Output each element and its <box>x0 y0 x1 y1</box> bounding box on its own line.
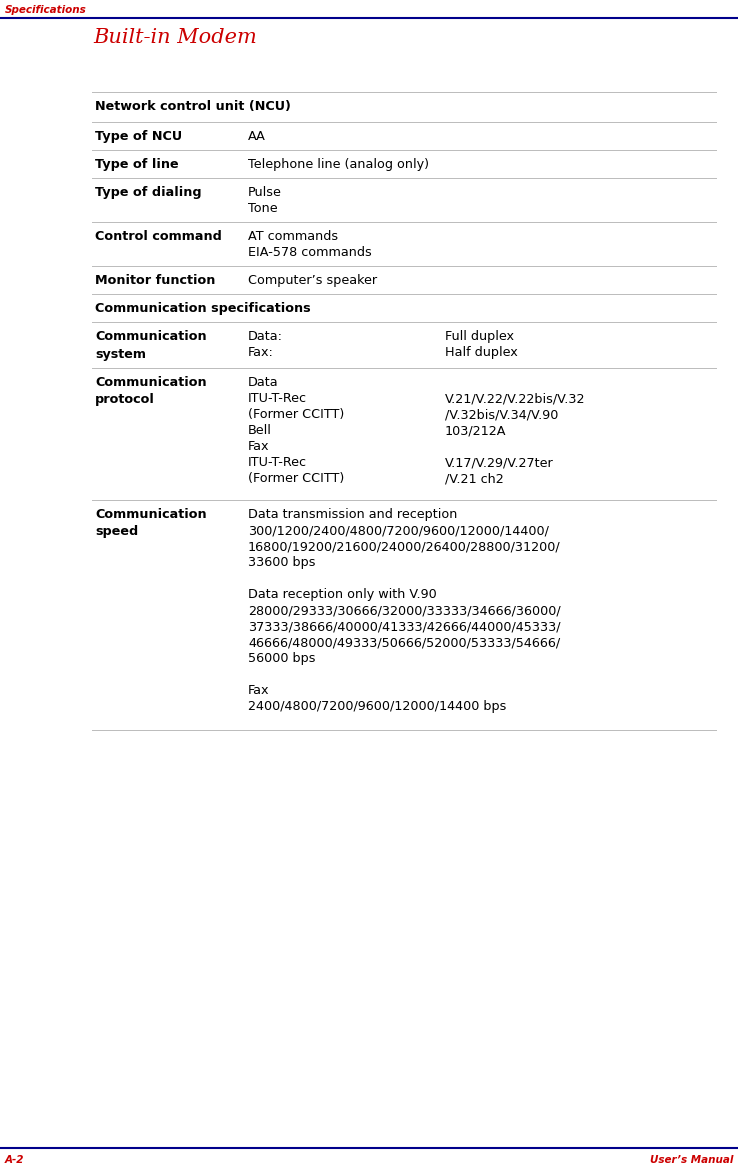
Text: Specifications: Specifications <box>5 5 87 15</box>
Text: ITU-T-Rec: ITU-T-Rec <box>248 391 307 406</box>
Text: Data transmission and reception: Data transmission and reception <box>248 507 458 522</box>
Text: Fax:: Fax: <box>248 346 274 359</box>
Text: A-2: A-2 <box>5 1154 24 1165</box>
Text: V.21/V.22/V.22bis/V.32: V.21/V.22/V.22bis/V.32 <box>445 391 585 406</box>
Text: Type of line: Type of line <box>95 158 179 171</box>
Text: Monitor function: Monitor function <box>95 274 215 287</box>
Text: User’s Manual: User’s Manual <box>649 1154 733 1165</box>
Text: /V.21 ch2: /V.21 ch2 <box>445 472 504 485</box>
Text: 103/212A: 103/212A <box>445 424 506 437</box>
Text: Fax: Fax <box>248 684 269 697</box>
Text: 28000/29333/30666/32000/33333/34666/36000/: 28000/29333/30666/32000/33333/34666/3600… <box>248 604 561 616</box>
Text: Communication specifications: Communication specifications <box>95 302 311 315</box>
Text: 33600 bps: 33600 bps <box>248 556 316 568</box>
Text: Data: Data <box>248 376 279 389</box>
Text: Network control unit (NCU): Network control unit (NCU) <box>95 100 291 113</box>
Text: 37333/38666/40000/41333/42666/44000/45333/: 37333/38666/40000/41333/42666/44000/4533… <box>248 620 560 633</box>
Text: V.17/V.29/V.27ter: V.17/V.29/V.27ter <box>445 456 554 469</box>
Text: 46666/48000/49333/50666/52000/53333/54666/: 46666/48000/49333/50666/52000/53333/5466… <box>248 636 560 649</box>
Text: (Former CCITT): (Former CCITT) <box>248 408 344 421</box>
Text: 16800/19200/21600/24000/26400/28800/31200/: 16800/19200/21600/24000/26400/28800/3120… <box>248 540 561 553</box>
Text: Data reception only with V.90: Data reception only with V.90 <box>248 588 437 601</box>
Text: Type of dialing: Type of dialing <box>95 186 201 199</box>
Text: Pulse: Pulse <box>248 186 282 199</box>
Text: AT commands: AT commands <box>248 230 338 243</box>
Text: 56000 bps: 56000 bps <box>248 652 316 665</box>
Text: Type of NCU: Type of NCU <box>95 130 182 143</box>
Text: (Former CCITT): (Former CCITT) <box>248 472 344 485</box>
Text: Built-in Modem: Built-in Modem <box>93 28 257 47</box>
Text: Communication
speed: Communication speed <box>95 507 207 538</box>
Text: EIA-578 commands: EIA-578 commands <box>248 246 372 259</box>
Text: Tone: Tone <box>248 202 277 214</box>
Text: Half duplex: Half duplex <box>445 346 518 359</box>
Text: 300/1200/2400/4800/7200/9600/12000/14400/: 300/1200/2400/4800/7200/9600/12000/14400… <box>248 524 549 537</box>
Text: Communication
system: Communication system <box>95 331 207 361</box>
Text: ITU-T-Rec: ITU-T-Rec <box>248 456 307 469</box>
Text: Bell: Bell <box>248 424 272 437</box>
Text: Communication
protocol: Communication protocol <box>95 376 207 407</box>
Text: Data:: Data: <box>248 331 283 343</box>
Text: Control command: Control command <box>95 230 222 243</box>
Text: /V.32bis/V.34/V.90: /V.32bis/V.34/V.90 <box>445 408 559 421</box>
Text: AA: AA <box>248 130 266 143</box>
Text: 2400/4800/7200/9600/12000/14400 bps: 2400/4800/7200/9600/12000/14400 bps <box>248 700 506 713</box>
Text: Fax: Fax <box>248 440 269 454</box>
Text: Full duplex: Full duplex <box>445 331 514 343</box>
Text: Telephone line (analog only): Telephone line (analog only) <box>248 158 429 171</box>
Text: Computer’s speaker: Computer’s speaker <box>248 274 377 287</box>
